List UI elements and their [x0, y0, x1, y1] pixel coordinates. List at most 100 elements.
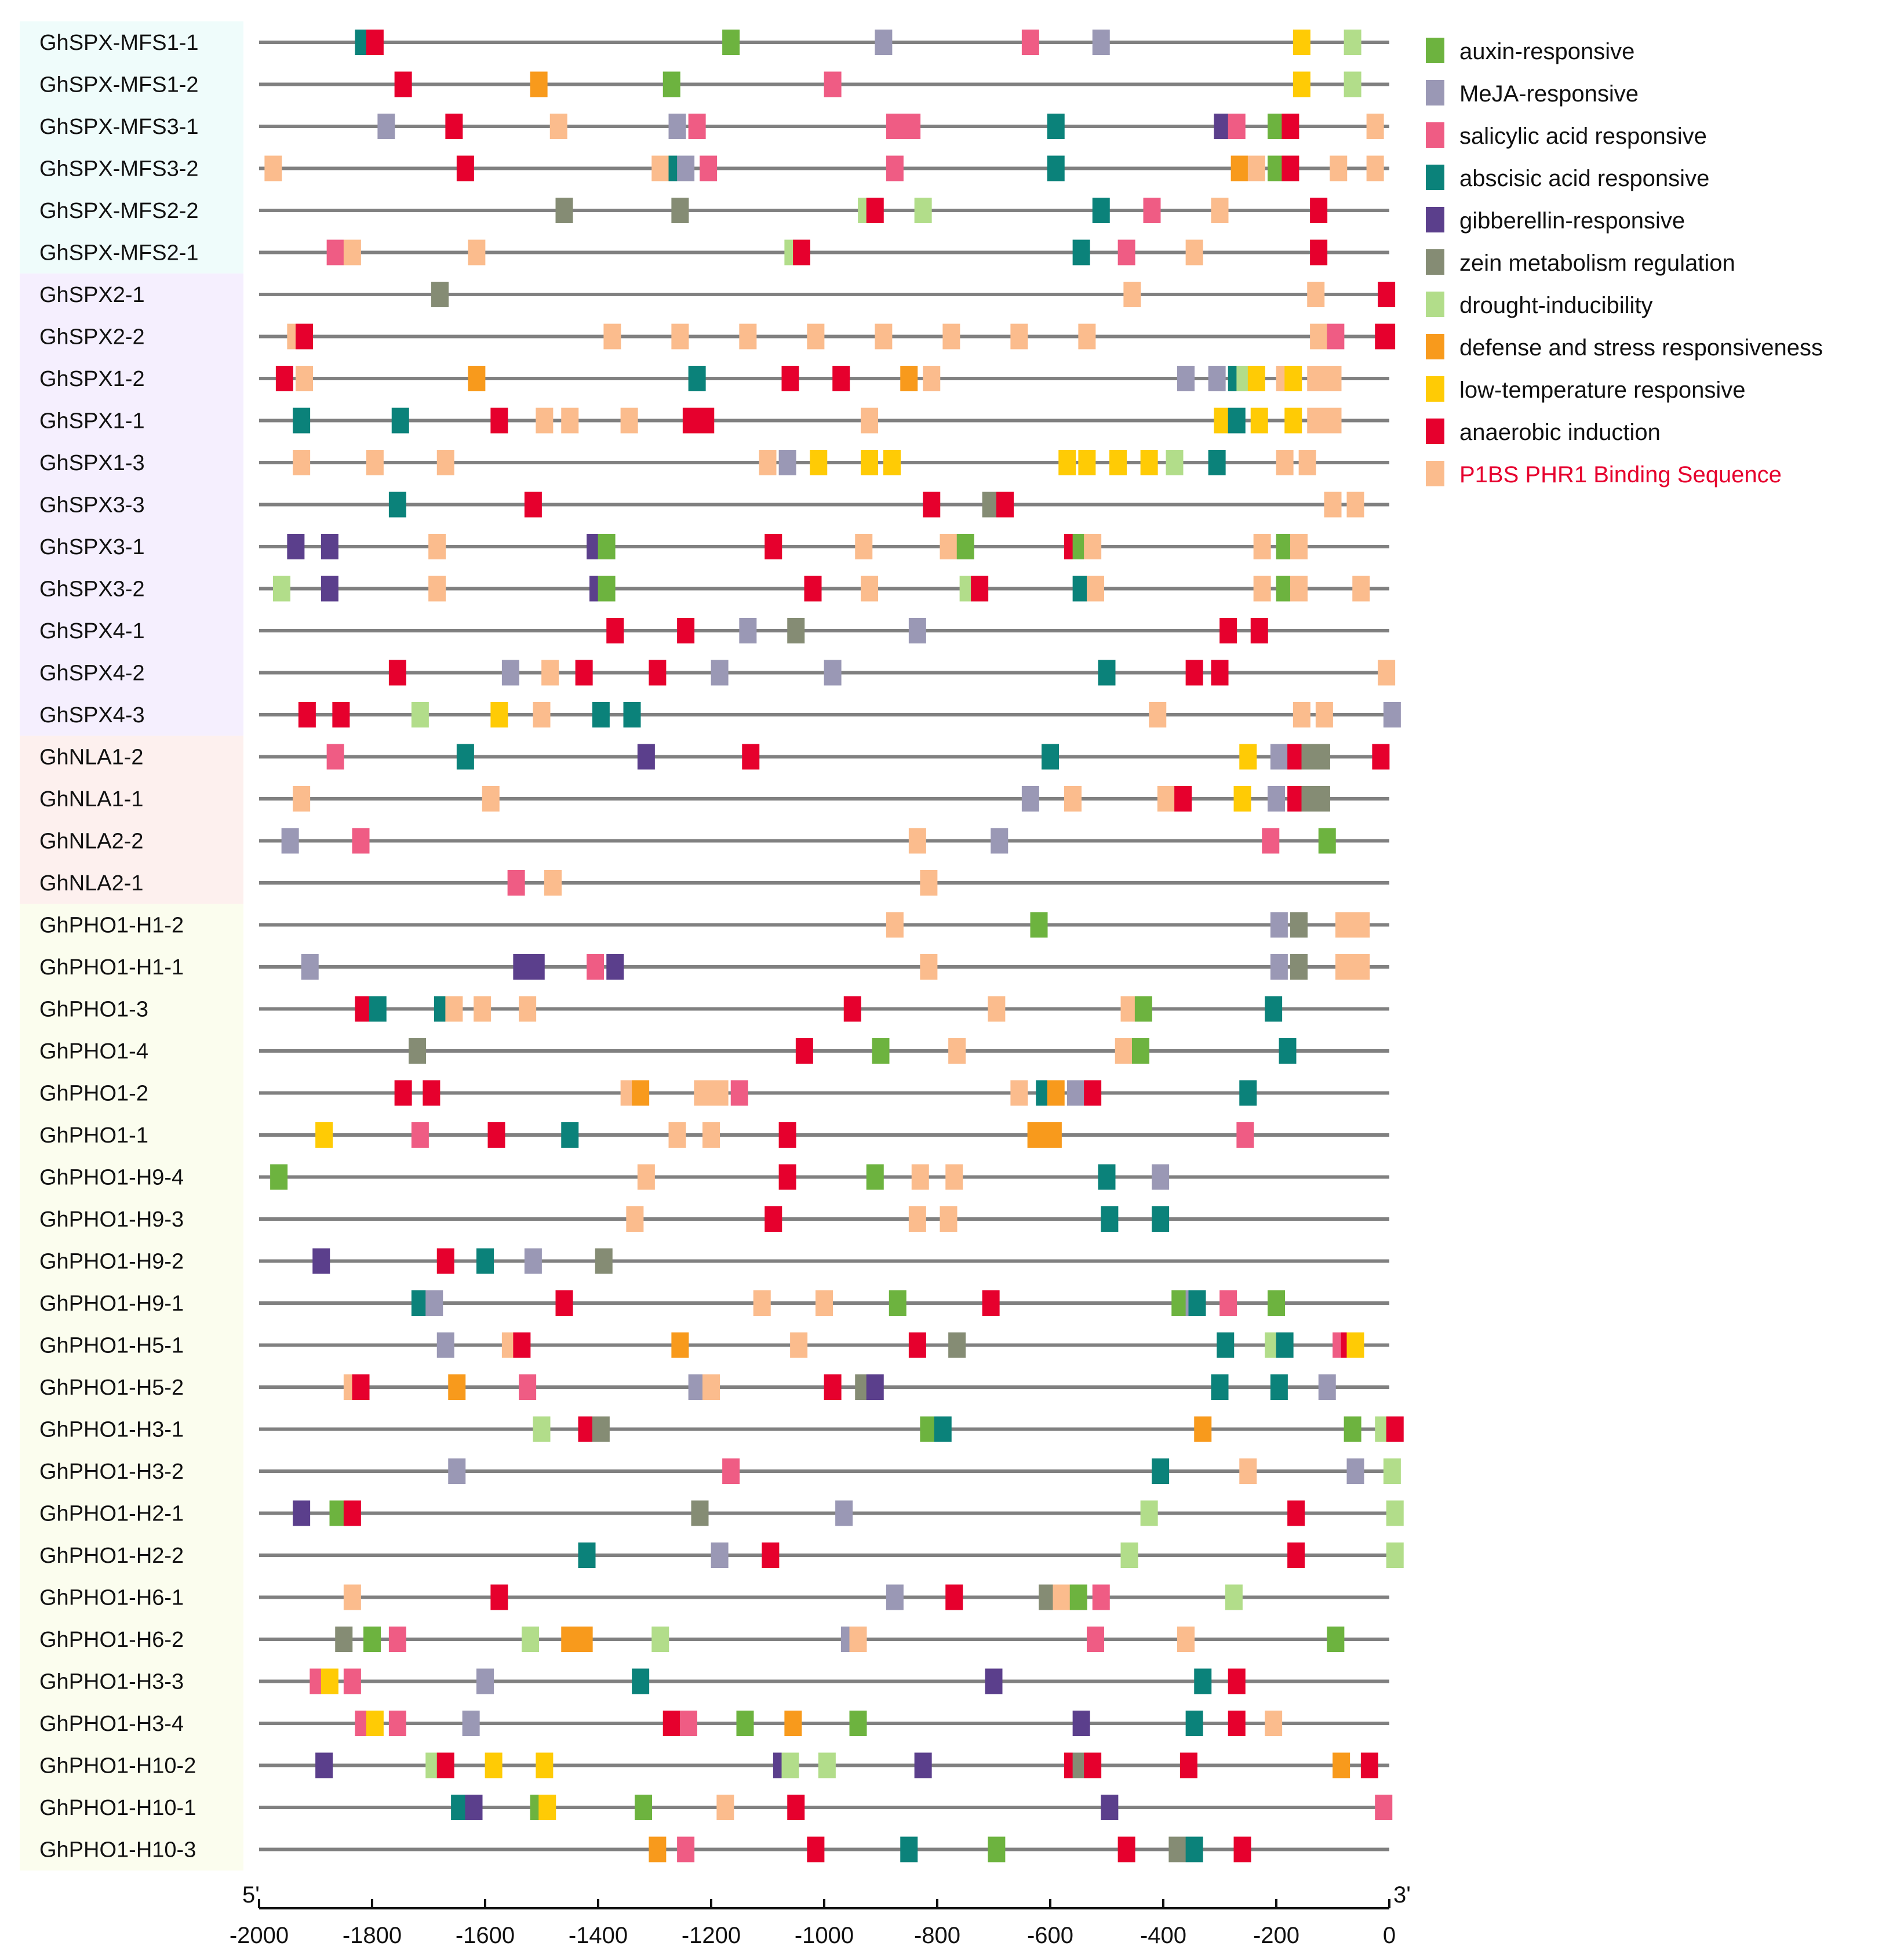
cis-element-sa [1021, 30, 1039, 55]
cis-element-p1 [1064, 786, 1082, 812]
cis-element-an [490, 1584, 508, 1610]
cis-element-p1 [541, 660, 559, 686]
cis-element-def [1230, 155, 1248, 181]
cis-element-meja [886, 1584, 904, 1610]
cis-element-p1 [1253, 534, 1271, 559]
cis-element-dr [1140, 1500, 1158, 1526]
cis-element-an [555, 1290, 573, 1316]
cis-element-sa [903, 114, 921, 139]
group-bands [20, 21, 243, 1871]
gene-label: GhSPX-MFS3-2 [39, 157, 199, 181]
gene-label: GhPHO1-H3-3 [39, 1670, 184, 1694]
legend-item-sa: salicylic acid responsive [1426, 122, 1707, 149]
gene-label: GhPHO1-4 [39, 1039, 148, 1064]
cis-element-ga [465, 1795, 483, 1820]
cis-element-p1 [920, 870, 938, 896]
cis-element-sa [1262, 828, 1280, 854]
cis-element-dr [533, 1416, 551, 1442]
cis-element-aux [270, 1164, 288, 1190]
cis-element-an [923, 492, 941, 518]
cis-element-p1 [474, 996, 492, 1022]
cis-element-aux [956, 534, 974, 559]
cis-element-aux [1268, 1290, 1285, 1316]
cis-element-sa [700, 155, 718, 181]
cis-element-aba [1152, 1458, 1170, 1484]
cis-element-p1 [1307, 282, 1325, 307]
group-band-1 [20, 273, 243, 736]
cis-element-ga [321, 534, 338, 559]
gene-row: GhPHO1-H2-2 [39, 1542, 1404, 1568]
cis-element-an [649, 660, 667, 686]
cis-element-aux [1030, 912, 1048, 938]
cis-element-aba [1042, 744, 1059, 770]
cis-element-an [1228, 1668, 1246, 1694]
gene-label: GhPHO1-H3-4 [39, 1712, 184, 1736]
cis-element-sa [680, 1711, 697, 1736]
cis-element-p1 [753, 1290, 771, 1316]
cis-element-sa [730, 1080, 748, 1106]
gene-row: GhPHO1-H5-1 [39, 1332, 1389, 1358]
x-tick-label: -400 [1140, 1923, 1186, 1948]
cis-element-an [1372, 744, 1390, 770]
cis-element-p1 [1330, 155, 1348, 181]
cis-element-dr [914, 198, 932, 223]
cis-element-p1 [1352, 576, 1370, 602]
cis-element-aba [1185, 1836, 1203, 1862]
cis-element-ga [315, 1752, 333, 1778]
cis-element-p1 [1324, 366, 1342, 391]
cis-element-an [824, 1374, 842, 1400]
cis-element-p1 [739, 323, 757, 350]
legend-swatch [1426, 376, 1444, 402]
cis-element-lt [536, 1752, 554, 1778]
cis-element-meja [739, 618, 757, 643]
cis-element-zein [1290, 912, 1308, 938]
cis-element-aba [293, 408, 311, 434]
cis-element-lt [1109, 450, 1127, 475]
cis-element-an [982, 1290, 1000, 1316]
cis-element-aba [1047, 114, 1065, 139]
cis-element-sa [1327, 323, 1345, 350]
cis-element-p1 [436, 450, 454, 475]
cis-element-p1 [945, 1164, 963, 1190]
cis-element-sa [1375, 1795, 1393, 1820]
cis-element-p1 [1335, 954, 1353, 980]
cis-element-aux [1318, 828, 1336, 854]
cis-element-sa [587, 954, 605, 980]
cis-element-sa [677, 1836, 695, 1862]
cis-element-aux [849, 1711, 867, 1736]
cis-element-aba [623, 702, 641, 727]
cis-element-an [445, 114, 463, 139]
cis-element-p1 [1310, 323, 1328, 350]
cis-element-an [764, 534, 782, 559]
gene-label: GhSPX4-3 [39, 703, 145, 727]
legend-label: zein metabolism regulation [1459, 250, 1735, 276]
cis-element-an [1282, 114, 1299, 139]
legend-item-an: anaerobic induction [1426, 419, 1661, 445]
gene-label: GhNLA2-2 [39, 830, 144, 854]
cis-element-an [1360, 1752, 1378, 1778]
cis-element-p1 [1366, 155, 1384, 181]
cis-element-dr [1383, 1458, 1401, 1484]
cis-element-lt [810, 450, 828, 475]
cis-element-ga [527, 954, 545, 980]
cis-element-aux [889, 1290, 907, 1316]
cis-element-p1 [942, 323, 960, 350]
cis-element-ga [606, 954, 624, 980]
cis-element-aba [561, 1122, 579, 1148]
legend-label: drought-inducibility [1459, 293, 1653, 318]
cis-element-aba [1047, 155, 1065, 181]
cis-element-aba [1217, 1332, 1235, 1358]
cis-element-p1 [861, 576, 878, 602]
cis-element-sa [1092, 1584, 1110, 1610]
cis-element-zein [335, 1627, 353, 1652]
gene-label: GhPHO1-H9-3 [39, 1207, 184, 1232]
cis-element-p1 [620, 408, 638, 434]
cis-element-an [807, 1836, 825, 1862]
cis-element-def [1027, 1122, 1045, 1148]
cis-element-sa [824, 71, 842, 97]
cis-element-an [662, 1711, 680, 1736]
cis-element-an [866, 198, 884, 223]
cis-element-aba [1279, 1038, 1297, 1064]
cis-element-an [908, 1332, 926, 1358]
cis-element-p1 [1253, 576, 1271, 602]
